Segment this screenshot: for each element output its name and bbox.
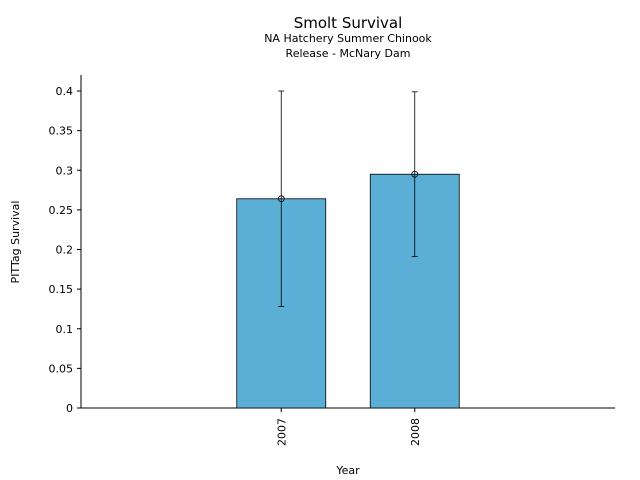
y-tick-label: 0.1 (56, 323, 74, 336)
y-axis-label: PITTag Survival (9, 201, 22, 284)
y-tick-label: 0.25 (49, 204, 74, 217)
y-tick-label: 0.35 (49, 125, 74, 138)
plot-area: 0 0.05 0.1 0.15 0.2 0.25 0.3 0.35 0.4 2007 2008 (49, 75, 615, 446)
chart-title: Smolt Survival (294, 14, 403, 32)
x-tick-label: 2008 (409, 418, 422, 446)
chart-subtitle-line-2: Release - McNary Dam (286, 47, 411, 60)
y-tick-label: 0.05 (49, 362, 74, 375)
y-tick-label: 0 (66, 402, 73, 415)
y-tick-label: 0.4 (56, 85, 74, 98)
y-tick-label: 0.2 (56, 244, 74, 257)
x-axis-label: Year (335, 464, 360, 477)
point-marker-2008 (411, 170, 419, 178)
chart-subtitle-line-1: NA Hatchery Summer Chinook (264, 32, 432, 45)
y-tick-label: 0.3 (56, 164, 74, 177)
y-tick-label: 0.15 (49, 283, 74, 296)
point-marker-2007 (277, 195, 285, 203)
x-tick-label: 2007 (275, 418, 288, 446)
